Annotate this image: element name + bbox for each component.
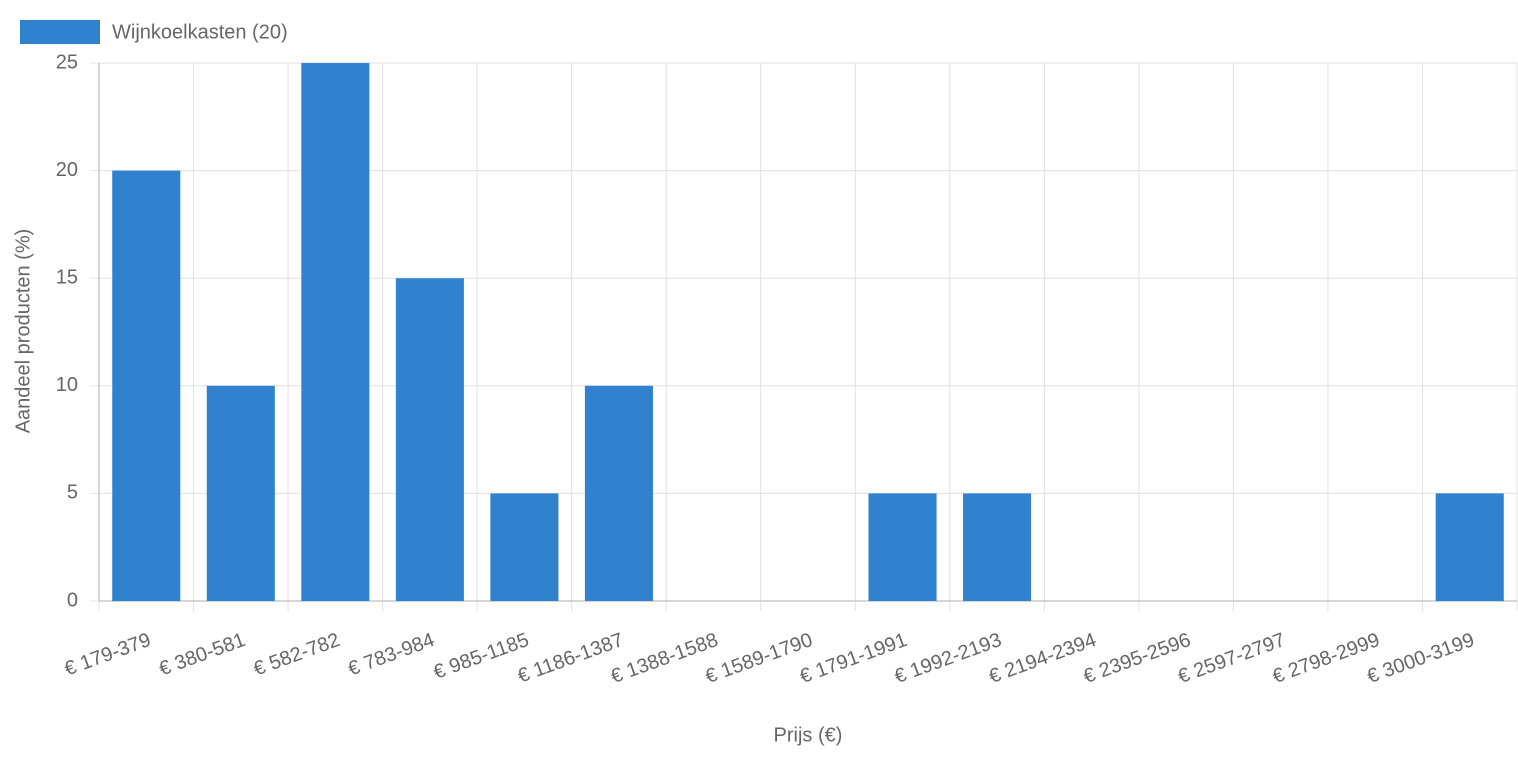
x-tick-label: € 783-984 — [345, 629, 437, 680]
x-axis-title: Prijs (€) — [774, 724, 843, 746]
y-tick-label: 5 — [67, 482, 78, 504]
x-tick-label: € 582-782 — [251, 629, 343, 680]
x-tick-label: € 1388-1588 — [608, 629, 721, 688]
bar — [206, 385, 275, 601]
x-tick-label: € 985-1185 — [431, 629, 532, 684]
bar — [490, 493, 559, 601]
x-tick-label: € 2395-2596 — [1081, 629, 1194, 688]
legend-swatch — [20, 20, 100, 44]
y-axis-title: Aandeel producten (%) — [12, 229, 34, 434]
bar — [112, 170, 181, 601]
x-tick-label: € 1589-1790 — [702, 629, 815, 688]
y-tick-label: 10 — [56, 374, 78, 396]
bar — [1435, 493, 1504, 601]
y-tick-label: 25 — [56, 51, 78, 73]
x-tick-label: € 380-581 — [156, 629, 248, 680]
bar — [584, 385, 653, 601]
bar — [963, 493, 1032, 601]
bar — [395, 278, 464, 601]
bar — [301, 63, 370, 601]
x-tick-label: € 2597-2797 — [1175, 629, 1288, 688]
x-tick-label: € 3000-3199 — [1364, 629, 1477, 688]
x-tick-label: € 1992-2193 — [892, 629, 1005, 688]
x-tick-label: € 179-379 — [62, 629, 154, 680]
x-tick-label: € 1186-1387 — [515, 629, 627, 688]
y-tick-label: 15 — [56, 266, 78, 288]
y-tick-label: 20 — [56, 159, 78, 181]
bar — [868, 493, 937, 601]
x-tick-label: € 2194-2394 — [986, 629, 1099, 688]
legend-label: Wijnkoelkasten (20) — [112, 21, 288, 43]
x-tick-label: € 2798-2999 — [1270, 629, 1383, 688]
x-tick-label: € 1791-1991 — [797, 629, 910, 688]
y-tick-label: 0 — [67, 589, 78, 611]
